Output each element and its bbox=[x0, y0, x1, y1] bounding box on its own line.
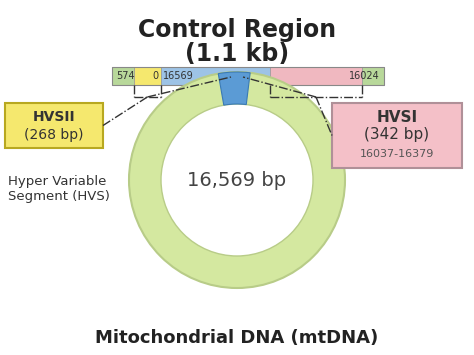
Bar bbox=[134, 67, 161, 85]
Text: 16,569 bp: 16,569 bp bbox=[187, 170, 287, 190]
Bar bbox=[362, 67, 384, 85]
Text: 574: 574 bbox=[116, 71, 135, 81]
Bar bbox=[112, 67, 384, 85]
Circle shape bbox=[129, 72, 345, 288]
Bar bbox=[332, 103, 462, 168]
Text: 16037-16379: 16037-16379 bbox=[360, 149, 434, 159]
Text: Control Region: Control Region bbox=[138, 18, 336, 42]
Circle shape bbox=[161, 104, 313, 256]
Bar bbox=[5, 103, 103, 148]
Text: (342 bp): (342 bp) bbox=[365, 127, 429, 142]
Text: 16024: 16024 bbox=[349, 71, 380, 81]
Text: Mitochondrial DNA (mtDNA): Mitochondrial DNA (mtDNA) bbox=[95, 329, 379, 347]
Bar bbox=[270, 67, 362, 85]
Text: (268 bp): (268 bp) bbox=[24, 129, 84, 142]
Text: (1.1 kb): (1.1 kb) bbox=[185, 42, 289, 66]
Text: 16569: 16569 bbox=[163, 71, 194, 81]
Bar bbox=[112, 67, 134, 85]
Text: 0: 0 bbox=[153, 71, 159, 81]
Wedge shape bbox=[218, 72, 250, 105]
Text: HVSII: HVSII bbox=[33, 110, 75, 124]
Text: Hyper Variable
Segment (HVS): Hyper Variable Segment (HVS) bbox=[8, 175, 110, 203]
Bar bbox=[161, 67, 270, 85]
Text: HVSI: HVSI bbox=[376, 110, 418, 125]
